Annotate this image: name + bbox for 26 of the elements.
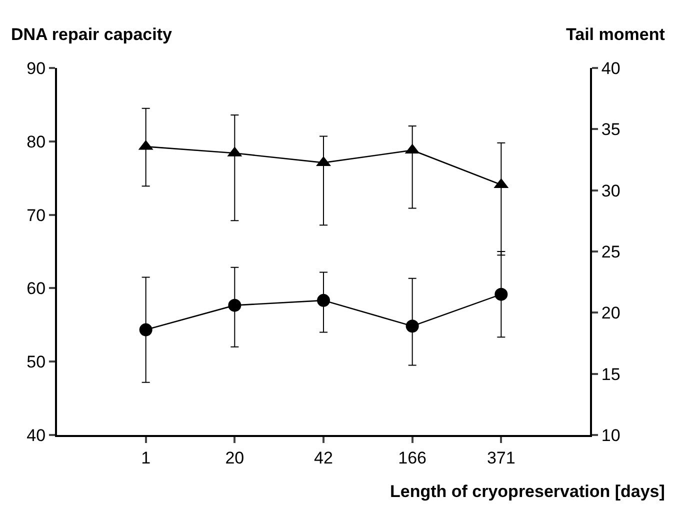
y-tick-label: 50 <box>26 352 46 372</box>
point <box>139 323 152 336</box>
y2-tick-label: 25 <box>601 242 620 262</box>
y2-tick-label: 40 <box>601 58 620 78</box>
y-tick-label: 90 <box>26 58 46 78</box>
y-tick-label: 80 <box>26 132 46 152</box>
y2-tick-label: 20 <box>601 304 620 323</box>
x-tick-label: 42 <box>314 448 333 468</box>
y-tick-label: 60 <box>26 279 46 298</box>
point <box>406 320 419 333</box>
y2-tick-label: 15 <box>601 364 620 384</box>
y-tick-label: 70 <box>26 206 46 225</box>
point <box>228 298 242 312</box>
y-axis-title: DNA repair capacity <box>11 25 172 44</box>
x-axis-title: Length of cryopreservation [days] <box>390 482 665 501</box>
x-tick-label: 20 <box>225 448 244 468</box>
y2-tick-label: 30 <box>601 181 620 200</box>
y2-tick-label: 10 <box>601 426 620 445</box>
x-tick-label: 371 <box>486 448 516 468</box>
x-tick-label: 1 <box>141 448 151 468</box>
x-tick-label: 166 <box>398 448 427 468</box>
y2-axis-title: Tail moment <box>566 25 666 44</box>
point <box>317 294 330 307</box>
point <box>494 288 508 301</box>
y-tick-label: 40 <box>26 426 46 445</box>
y2-tick-label: 35 <box>601 120 620 140</box>
